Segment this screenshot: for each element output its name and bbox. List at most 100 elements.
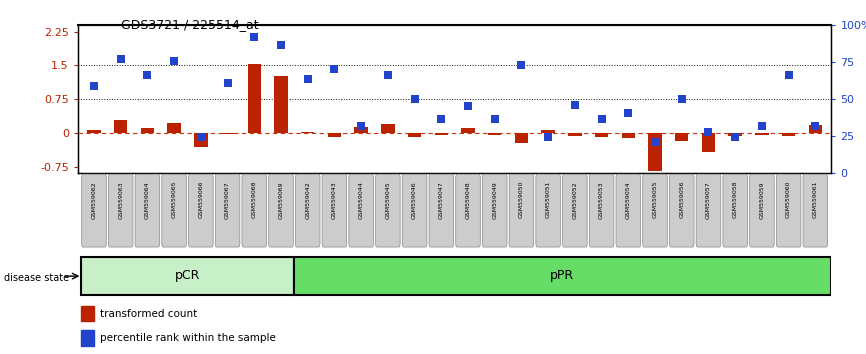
Text: GSM559061: GSM559061 (813, 181, 818, 218)
Bar (248, 63, 261, 133)
Text: GSM559055: GSM559055 (652, 181, 657, 218)
Text: GSM559066: GSM559066 (198, 181, 204, 218)
Point (408, 96, 422, 102)
Bar (408, 133, 421, 137)
Text: GSM559052: GSM559052 (572, 181, 578, 218)
Bar (701, 133, 715, 152)
FancyBboxPatch shape (643, 174, 668, 247)
Text: percentile rank within the sample: percentile rank within the sample (100, 333, 276, 343)
FancyBboxPatch shape (242, 174, 267, 247)
FancyBboxPatch shape (268, 174, 294, 247)
Bar (595, 133, 608, 137)
Text: GSM559060: GSM559060 (786, 181, 792, 218)
FancyBboxPatch shape (216, 174, 240, 247)
Point (248, 34, 262, 40)
Point (755, 123, 769, 129)
Text: GSM559067: GSM559067 (225, 181, 230, 218)
Point (221, 80, 235, 86)
Bar (568, 133, 582, 136)
Point (701, 129, 715, 135)
Point (808, 123, 822, 129)
FancyBboxPatch shape (589, 174, 614, 247)
Point (595, 116, 609, 122)
Text: GSM559069: GSM559069 (279, 181, 283, 218)
Point (87, 83, 101, 88)
Text: GSM559054: GSM559054 (626, 181, 630, 218)
Bar (514, 133, 528, 143)
Point (327, 67, 341, 72)
Point (461, 103, 475, 109)
FancyBboxPatch shape (482, 174, 507, 247)
Text: GSM559044: GSM559044 (359, 181, 364, 219)
FancyBboxPatch shape (776, 174, 801, 247)
Bar (462, 127, 475, 133)
Point (140, 72, 154, 78)
Point (728, 134, 742, 140)
Bar (167, 123, 181, 133)
Text: GSM559056: GSM559056 (679, 181, 684, 218)
Bar (114, 120, 127, 133)
Text: GSM559051: GSM559051 (546, 181, 551, 218)
Bar (81, 306, 94, 321)
Point (648, 139, 662, 145)
FancyBboxPatch shape (456, 174, 481, 247)
Bar (649, 133, 662, 171)
FancyBboxPatch shape (536, 174, 560, 247)
FancyBboxPatch shape (696, 174, 721, 247)
Point (488, 116, 501, 122)
FancyBboxPatch shape (135, 174, 159, 247)
Text: GSM559064: GSM559064 (145, 181, 150, 218)
FancyBboxPatch shape (509, 174, 533, 247)
Text: GSM559047: GSM559047 (439, 181, 443, 219)
Bar (755, 133, 769, 135)
Text: GSM559068: GSM559068 (252, 181, 257, 218)
Text: GSM559062: GSM559062 (92, 181, 96, 218)
Bar (87, 130, 100, 133)
Point (113, 56, 127, 61)
Text: GSM559059: GSM559059 (759, 181, 765, 218)
Point (514, 63, 528, 68)
Bar (194, 133, 208, 147)
Bar (301, 132, 314, 133)
FancyBboxPatch shape (81, 257, 294, 295)
Point (568, 102, 582, 107)
FancyBboxPatch shape (108, 174, 133, 247)
Bar (622, 133, 635, 138)
Text: GSM559058: GSM559058 (733, 181, 738, 218)
Text: GSM559048: GSM559048 (466, 181, 470, 218)
FancyBboxPatch shape (563, 174, 587, 247)
Point (354, 123, 368, 129)
Text: GSM559043: GSM559043 (332, 181, 337, 219)
Point (194, 134, 208, 140)
Text: GSM559065: GSM559065 (171, 181, 177, 218)
Bar (354, 127, 368, 133)
Point (274, 42, 288, 48)
FancyBboxPatch shape (349, 174, 373, 247)
Text: transformed count: transformed count (100, 308, 197, 319)
Text: GSM559042: GSM559042 (305, 181, 310, 219)
Point (435, 116, 449, 122)
Text: GSM559049: GSM559049 (492, 181, 497, 219)
FancyBboxPatch shape (403, 174, 427, 247)
Bar (327, 133, 341, 137)
Point (167, 58, 181, 64)
Bar (140, 127, 154, 133)
Point (381, 72, 395, 78)
Bar (488, 133, 501, 135)
FancyBboxPatch shape (189, 174, 213, 247)
Bar (782, 133, 795, 136)
Bar (221, 133, 234, 134)
Point (782, 72, 796, 78)
Point (301, 76, 314, 82)
Bar (275, 76, 288, 133)
Bar (81, 331, 94, 346)
Text: GSM559050: GSM559050 (519, 181, 524, 218)
Text: pPR: pPR (549, 269, 573, 282)
Point (541, 134, 555, 140)
FancyBboxPatch shape (376, 174, 400, 247)
FancyBboxPatch shape (429, 174, 454, 247)
Bar (381, 124, 395, 133)
Text: pCR: pCR (175, 269, 200, 282)
Text: GDS3721 / 225514_at: GDS3721 / 225514_at (121, 18, 259, 31)
FancyBboxPatch shape (294, 257, 831, 295)
